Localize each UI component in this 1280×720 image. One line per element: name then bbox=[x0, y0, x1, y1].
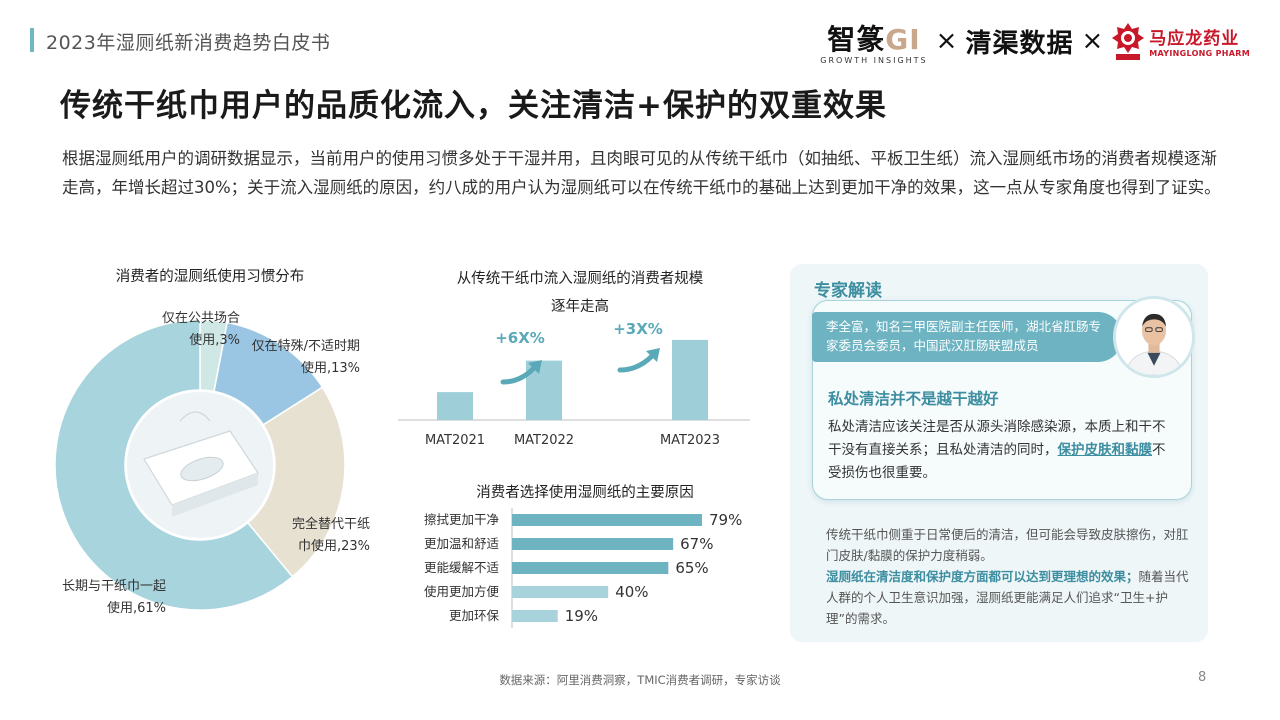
times-sign: × bbox=[935, 26, 958, 56]
partner-logos: 智篆GI GROWTH INSIGHTS × 清渠数据 × 马应龙药业 MAYI… bbox=[820, 16, 1250, 66]
expert-avatar bbox=[1113, 296, 1195, 378]
reason-bar bbox=[512, 610, 558, 622]
expert-banner: 李全富，知名三甲医院副主任医师，湖北省肛肠专家委员会委员，中国武汉肛肠联盟成员 bbox=[812, 312, 1122, 362]
x-tick-label: MAT2021 bbox=[425, 433, 485, 448]
reason-value: 79% bbox=[709, 511, 742, 529]
reason-label: 更能缓解不适 bbox=[424, 560, 499, 575]
reason-bar bbox=[512, 586, 609, 598]
x-tick-label: MAT2022 bbox=[514, 433, 574, 448]
growth-arrow-icon bbox=[617, 348, 660, 373]
reason-bar bbox=[512, 562, 669, 574]
expert-subheading: 私处清洁并不是越干越好 bbox=[828, 390, 999, 408]
donut-label-longterm: 长期与干纸巾一起 使用,61% bbox=[61, 579, 166, 616]
report-title: 2023年湿厕纸新消费趋势白皮书 bbox=[46, 32, 331, 54]
reason-value: 65% bbox=[675, 559, 708, 577]
reason-label: 更加环保 bbox=[449, 608, 500, 623]
growth-arrow-icon bbox=[500, 360, 542, 385]
page-title: 传统干纸巾用户的品质化流入，关注清洁+保护的双重效果 bbox=[60, 88, 887, 124]
reasons-bar-chart: 擦拭更加干净 79% 更加温和舒适 67% 更能缓解不适 65% 使用更加方便 40% 更加环保… bbox=[424, 508, 742, 628]
growth-insights-logo: 智篆GI GROWTH INSIGHTS bbox=[820, 18, 927, 65]
reason-label: 使用更加方便 bbox=[424, 584, 500, 599]
usage-donut-chart bbox=[54, 319, 346, 611]
reason-label: 更加温和舒适 bbox=[424, 536, 499, 551]
x-tick-label: MAT2023 bbox=[660, 433, 720, 448]
growth-bar-chart: MAT2021 MAT2022 MAT2023 +6X% +3X% bbox=[398, 320, 750, 448]
page-number: 8 bbox=[1198, 670, 1207, 685]
donut-label-special: 仅在特殊/不适时期 使用,13% bbox=[251, 339, 360, 376]
donut-chart-title: 消费者的湿厕纸使用习惯分布 bbox=[115, 269, 305, 285]
expert-heading: 专家解读 bbox=[814, 281, 882, 301]
logo-gi-cn: 智篆 bbox=[827, 22, 886, 56]
mayinglong-logo: 马应龙药业 MAYINGLONG PHARM bbox=[1111, 21, 1250, 61]
qingqu-logo: 清渠数据 bbox=[965, 28, 1074, 59]
donut-label-public: 仅在公共场合 使用,3% bbox=[161, 311, 240, 348]
growth-annotation: +3X% bbox=[613, 320, 663, 338]
doctor-portrait-icon bbox=[1116, 299, 1192, 375]
title-accent-bar bbox=[30, 28, 34, 52]
expert-body: 私处清洁应该关注是否从源头消除感染源，本质上和干不干没有直接关系；且私处清洁的同… bbox=[828, 419, 1166, 481]
times-sign: × bbox=[1081, 26, 1104, 56]
bar-mat2023 bbox=[672, 339, 708, 420]
donut-label-replace: 完全替代干纸 巾使用,23% bbox=[291, 517, 370, 554]
bar-mat2021 bbox=[437, 392, 473, 420]
reasons-chart-title: 消费者选择使用湿厕纸的主要原因 bbox=[476, 485, 694, 501]
mayinglong-en: MAYINGLONG PHARM bbox=[1149, 49, 1250, 58]
wet-wipe-pack-icon bbox=[127, 392, 273, 538]
mayinglong-seal-icon bbox=[1112, 23, 1145, 60]
logo-gi-letters: GI bbox=[885, 22, 921, 56]
reason-bar bbox=[512, 538, 674, 550]
reason-value: 40% bbox=[615, 583, 648, 601]
reason-label: 擦拭更加干净 bbox=[424, 512, 499, 527]
highlight-skin-protection: 保护皮肤和黏膜 bbox=[1057, 442, 1153, 458]
data-source: 数据来源：阿里消费洞察，TMIC消费者调研，专家访谈 bbox=[499, 673, 781, 687]
donut-slice-longterm bbox=[54, 319, 294, 611]
growth-chart-title: 从传统干纸巾流入湿厕纸的消费者规模 逐年走高 bbox=[456, 271, 704, 315]
expert-note: 传统干纸巾侧重于日常便后的清洁，但可能会导致皮肤擦伤，对肛门皮肤/黏膜的保护力度… bbox=[826, 527, 1189, 626]
mayinglong-name: 马应龙药业 bbox=[1149, 29, 1240, 49]
reason-value: 67% bbox=[680, 535, 713, 553]
reason-value: 19% bbox=[565, 607, 598, 625]
growth-annotation: +6X% bbox=[495, 329, 545, 347]
reason-bar bbox=[512, 514, 702, 526]
logo-gi-sub: GROWTH INSIGHTS bbox=[820, 55, 928, 65]
donut-slice-replace bbox=[246, 386, 346, 578]
intro-paragraph: 根据湿厕纸用户的调研数据显示，当前用户的使用习惯多处于干湿并用，且肉眼可见的从传… bbox=[62, 149, 1221, 197]
highlight-wet-wipe-effect: 湿厕纸在清洁度和保护度方面都可以达到更理想的效果； bbox=[826, 569, 1139, 584]
